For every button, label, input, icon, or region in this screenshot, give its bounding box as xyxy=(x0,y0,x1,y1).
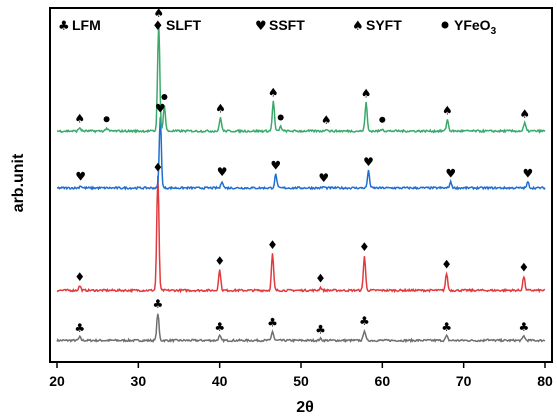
x-axis-label: 2θ xyxy=(296,399,314,416)
series-line-slft xyxy=(56,175,546,294)
peak-marker-ssft: ♥ xyxy=(318,171,329,185)
peak-marker-slft: ♦ xyxy=(359,240,370,254)
x-axis: 20 30 40 50 60 70 80 xyxy=(49,362,553,389)
peak-marker-slft: ♦ xyxy=(214,254,225,268)
x-tick-label: 50 xyxy=(293,373,309,389)
series-line-syft xyxy=(56,22,546,135)
x-tick-label: 70 xyxy=(456,373,472,389)
legend-symbol-lfm: ♣ xyxy=(58,19,70,34)
legend-label-slft: SLFT xyxy=(166,17,201,33)
peak-marker-ssft: ♥ xyxy=(523,166,534,180)
peak-marker-slft: ♦ xyxy=(74,270,85,284)
peak-marker-ssft: ♥ xyxy=(363,155,374,169)
peak-marker-lfm: ♣ xyxy=(519,320,530,334)
peak-marker-ssft: ♥ xyxy=(155,101,166,115)
peak-marker-yfeo3 xyxy=(103,116,110,123)
peak-marker-slft: ♦ xyxy=(153,161,164,175)
x-tick-label: 20 xyxy=(49,373,65,389)
peak-marker-slft: ♦ xyxy=(519,261,530,275)
peak-marker-syft: ♠ xyxy=(153,6,164,20)
peak-marker-syft: ♠ xyxy=(215,101,226,115)
peak-marker-yfeo3 xyxy=(277,114,284,121)
peak-marker-lfm: ♣ xyxy=(214,320,225,334)
series-line-ssft xyxy=(56,117,546,191)
legend-symbol-ssft: ♥ xyxy=(255,19,267,34)
legend-symbol-yfeo3 xyxy=(441,21,449,29)
peak-marker-lfm: ♣ xyxy=(315,323,326,337)
peak-marker-ssft: ♥ xyxy=(270,158,281,172)
peak-marker-yfeo3 xyxy=(379,116,386,123)
x-tick-label: 30 xyxy=(131,373,147,389)
series-line-lfm xyxy=(56,313,546,344)
peak-marker-layer: ♣ ♣ ♣ ♣ ♣ ♣ ♣ ♣ ♦ ♦ ♦ ♦ ♦ ♦ ♦ ♦ ♥ ♥ ♥ ♥ ♥ ♥ ♥ ♥ ♠ ♠ ♠ ♠ ♠ ♠ ♠ ♠ xyxy=(74,6,533,337)
peak-marker-syft: ♠ xyxy=(361,87,372,101)
peak-marker-lfm: ♣ xyxy=(359,314,370,328)
legend: ♣ LFM ♦ SLFT ♥ SSFT ♠ SYFT YFeO3 xyxy=(58,17,497,37)
peak-marker-yfeo3 xyxy=(161,94,168,100)
peak-marker-slft: ♦ xyxy=(267,238,278,252)
peak-marker-lfm: ♣ xyxy=(74,321,85,335)
legend-symbol-syft: ♠ xyxy=(352,19,364,34)
peak-marker-ssft: ♥ xyxy=(445,166,456,180)
legend-label-syft: SYFT xyxy=(366,17,402,33)
peak-marker-syft: ♠ xyxy=(74,112,85,126)
peak-marker-slft: ♦ xyxy=(441,257,452,271)
series-layer xyxy=(56,22,546,344)
x-tick-label: 40 xyxy=(212,373,228,389)
peak-marker-slft: ♦ xyxy=(315,272,326,286)
legend-label-yfeo: YFeO3 xyxy=(454,17,497,37)
plot-frame xyxy=(49,7,553,363)
peak-marker-lfm: ♣ xyxy=(267,315,278,329)
peak-marker-syft: ♠ xyxy=(321,113,332,127)
peak-marker-ssft: ♥ xyxy=(217,165,228,179)
peak-marker-ssft: ♥ xyxy=(75,170,86,184)
peak-marker-syft: ♠ xyxy=(519,107,530,121)
peak-marker-lfm: ♣ xyxy=(153,297,164,311)
x-tick-label: 60 xyxy=(375,373,391,389)
legend-label-lfm: LFM xyxy=(72,17,101,33)
y-axis-label: arb.unit xyxy=(10,153,27,212)
peak-marker-syft: ♠ xyxy=(268,86,279,100)
peak-marker-lfm: ♣ xyxy=(441,320,452,334)
x-tick-label: 80 xyxy=(537,373,553,389)
peak-marker-syft: ♠ xyxy=(442,104,453,118)
legend-label-ssft: SSFT xyxy=(269,17,305,33)
legend-symbol-slft: ♦ xyxy=(152,19,164,34)
